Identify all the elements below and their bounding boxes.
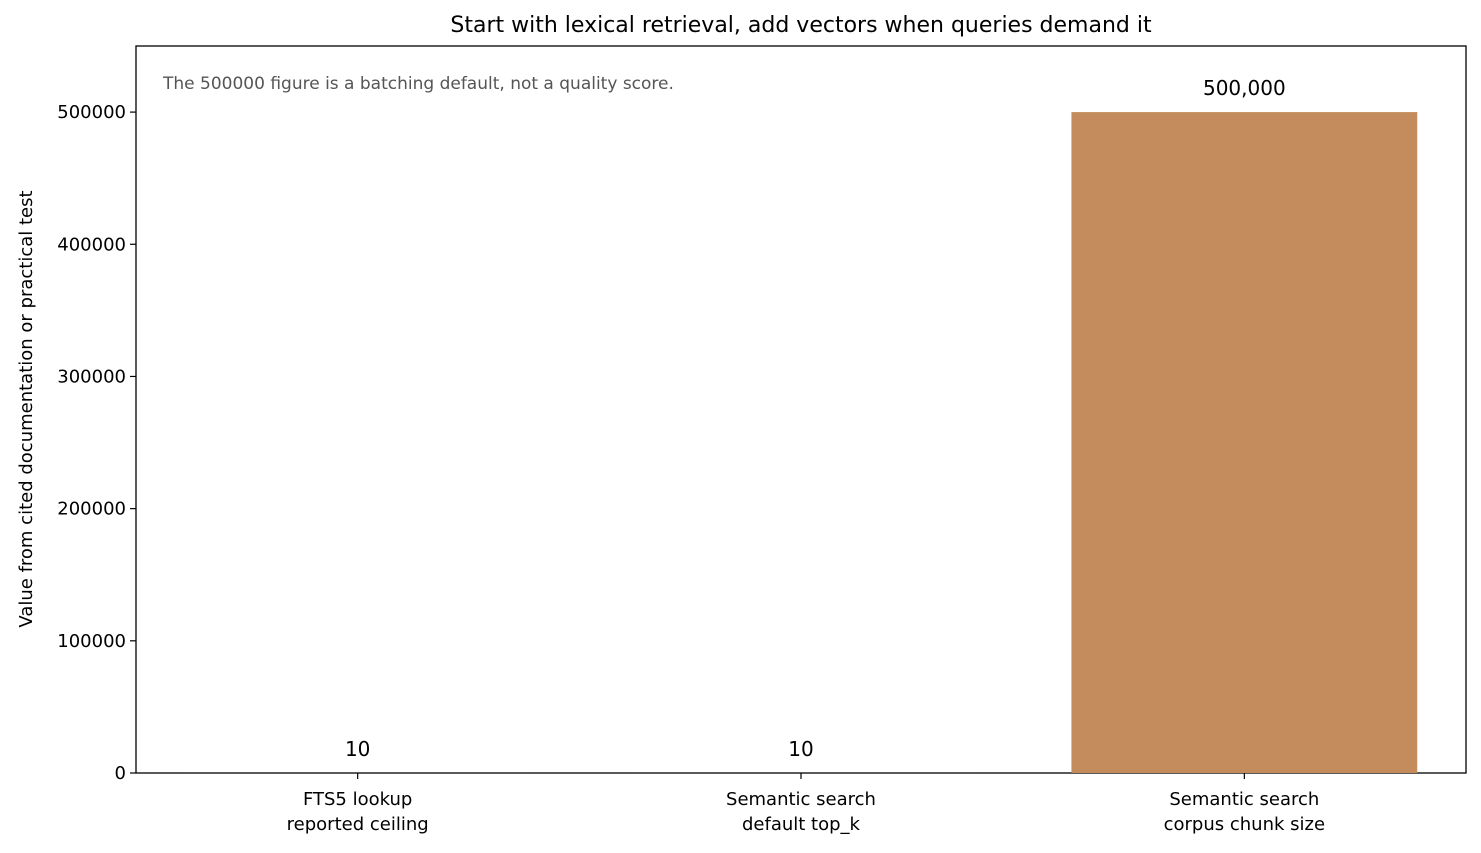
y-axis-label: Value from cited documentation or practi…	[16, 190, 37, 627]
y-tick-label: 200000	[57, 499, 126, 520]
x-tick-label: reported ceiling	[287, 814, 429, 835]
bar-data-label: 10	[788, 737, 813, 761]
y-tick-label: 0	[115, 763, 126, 784]
x-tick-label: corpus chunk size	[1164, 814, 1325, 835]
x-axis: FTS5 lookup reported ceiling Semantic sear…	[287, 773, 1325, 835]
x-tick-label: Semantic search	[1169, 789, 1319, 810]
x-tick-label: default top_k	[742, 814, 861, 835]
y-axis: 0 100000 200000 300000 400000 500000	[57, 102, 136, 784]
chart-annotation: The 500000 figure is a batching default,…	[162, 74, 674, 94]
y-tick-label: 300000	[57, 366, 126, 387]
y-tick-label: 100000	[57, 631, 126, 652]
bar-data-label: 500,000	[1203, 76, 1286, 100]
y-tick-label: 400000	[57, 234, 126, 255]
x-tick-label: FTS5 lookup	[303, 789, 412, 810]
bar	[1071, 112, 1418, 773]
x-tick-label: Semantic search	[726, 789, 876, 810]
chart-title: Start with lexical retrieval, add vector…	[450, 13, 1152, 38]
bar-data-label: 10	[345, 737, 370, 761]
y-tick-label: 500000	[57, 102, 126, 123]
bars-group: 10 10 500,000	[184, 76, 1418, 773]
